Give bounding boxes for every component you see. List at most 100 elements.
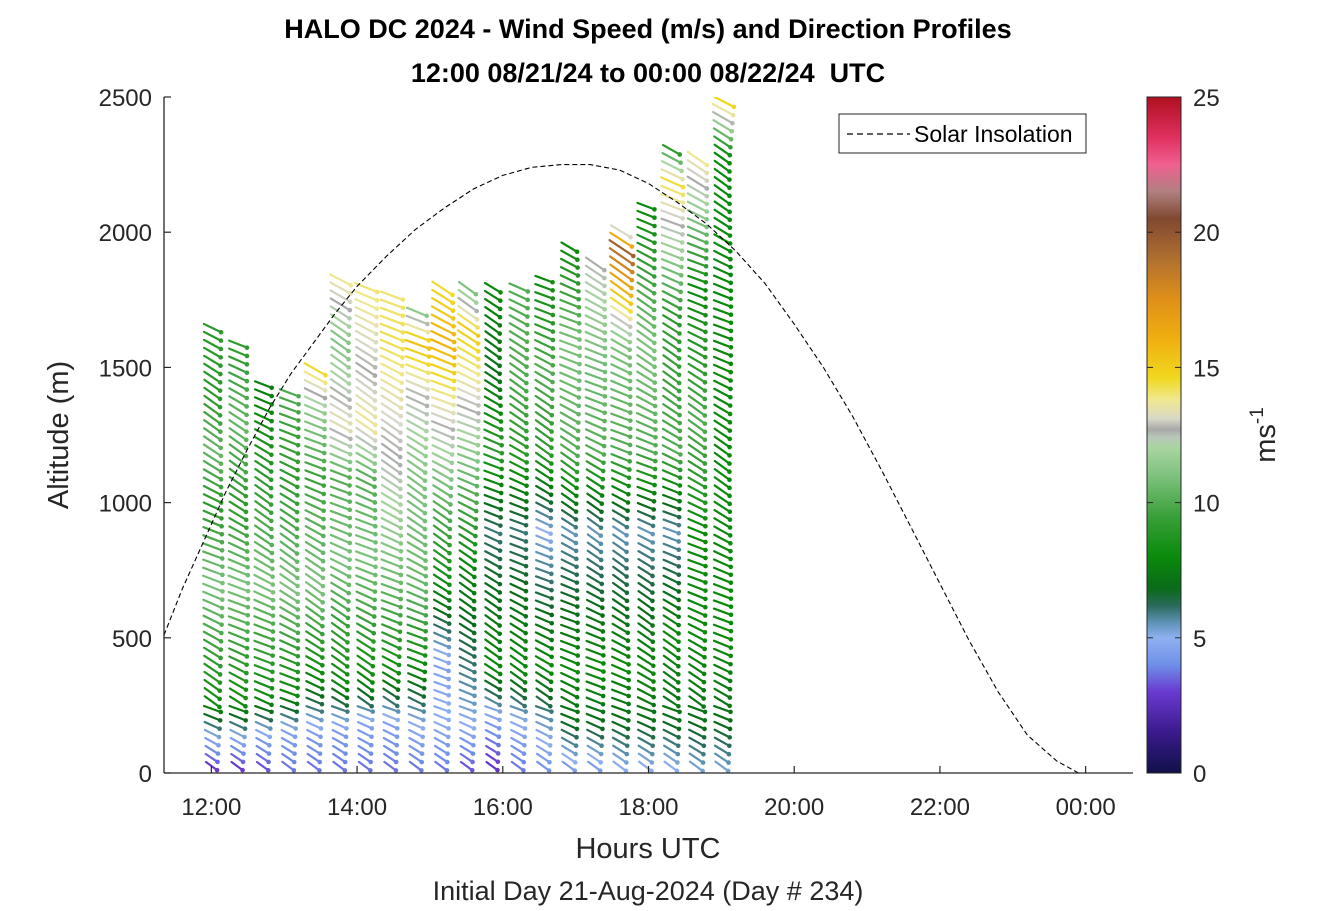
wind-barb [329, 419, 352, 433]
wind-barb-head [624, 606, 630, 612]
wind-barb-head [244, 412, 249, 418]
wind-barb-head [525, 297, 531, 303]
wind-barb [661, 469, 682, 479]
wind-barb-head [242, 734, 247, 740]
wind-barb [585, 648, 605, 657]
wind-barb-head [498, 298, 503, 303]
wind-barb-head [549, 596, 554, 601]
wind-barb [612, 565, 628, 578]
wind-barb-head [321, 466, 327, 472]
wind-barb-head [372, 445, 378, 451]
wind-barb-head [372, 589, 378, 594]
wind-barb [509, 534, 528, 543]
wind-barb-head [446, 652, 452, 658]
wind-barb-head [727, 686, 733, 692]
wind-barb-head [452, 355, 457, 360]
wind-barb-head [497, 314, 503, 320]
wind-barb [330, 654, 349, 668]
wind-barb-head [574, 556, 579, 562]
x-tick-label: 18:00 [618, 794, 678, 821]
wind-barb [534, 354, 554, 367]
wind-barb [609, 288, 632, 305]
wind-barb-head [676, 372, 682, 378]
wind-barb-head [523, 597, 529, 602]
wind-barb [458, 541, 477, 554]
wind-barb [456, 379, 480, 392]
wind-barb-head [728, 386, 733, 392]
wind-barb-head [728, 612, 734, 618]
wind-barb-head [372, 500, 378, 505]
wind-barb [228, 379, 248, 391]
wind-barb-head [702, 500, 708, 506]
wind-barb-head [627, 332, 633, 337]
wind-barb [687, 346, 707, 359]
wind-barb-head [472, 541, 478, 547]
wind-barb [509, 606, 527, 618]
wind-barb [433, 623, 451, 633]
wind-barb [484, 526, 502, 536]
wind-barb [636, 354, 656, 368]
wind-barb-head [701, 743, 707, 749]
wind-barb [713, 736, 731, 747]
wind-barb [380, 550, 403, 561]
wind-barb-head [626, 483, 632, 489]
wind-barb [405, 411, 428, 424]
wind-barb [560, 720, 579, 731]
wind-barb-head [244, 370, 250, 376]
wind-barb-head [652, 265, 657, 271]
wind-barb-head [653, 450, 658, 456]
wind-barb [483, 428, 503, 439]
wind-barb-head [549, 571, 554, 577]
wind-barb [278, 436, 300, 447]
wind-barb-head [680, 232, 685, 237]
wind-barb [356, 679, 374, 692]
wind-barb-head [702, 492, 708, 498]
wind-barb [430, 387, 455, 399]
wind-barb [635, 403, 657, 415]
wind-barb [279, 508, 299, 522]
wind-barb-head [218, 453, 224, 459]
wind-barb [202, 606, 223, 618]
wind-barb-head [243, 437, 249, 443]
wind-barb [227, 558, 249, 569]
wind-barb-head [575, 653, 581, 658]
wind-barb-head [650, 631, 655, 636]
wind-barb-head [680, 208, 686, 213]
wind-barb-head [653, 435, 658, 440]
wind-barb-head [602, 402, 608, 407]
wind-barb-head [344, 672, 350, 677]
wind-barb-head [525, 289, 531, 294]
wind-barb-head [651, 687, 656, 692]
wind-barb-head [268, 502, 274, 507]
wind-barb-head [345, 607, 351, 613]
wind-barb [484, 705, 502, 713]
wind-barb-head [702, 445, 708, 451]
wind-barb-head [268, 469, 274, 474]
wind-barb-head [425, 329, 431, 335]
wind-barb [637, 630, 654, 643]
wind-barb [227, 615, 249, 625]
wind-barb [662, 720, 681, 731]
wind-barb [534, 443, 553, 457]
wind-barb-head [524, 483, 529, 489]
wind-barb [560, 459, 579, 474]
wind-barb-head [243, 485, 249, 491]
wind-barb [278, 388, 300, 398]
wind-barb [430, 346, 456, 359]
wind-barb [687, 583, 707, 592]
wind-barb-head [628, 316, 633, 322]
wind-barb-head [243, 687, 249, 693]
wind-barb-head [268, 510, 274, 516]
wind-barb-head [652, 466, 658, 472]
wind-barb-head [322, 411, 327, 416]
wind-barb [407, 705, 425, 713]
wind-barb-head [728, 249, 733, 254]
wind-barb [637, 581, 654, 594]
wind-barb-head [701, 688, 707, 693]
wind-barb-head [419, 768, 424, 773]
wind-barb-head [626, 654, 631, 659]
wind-barb [713, 192, 731, 205]
wind-barb [279, 705, 298, 713]
wind-barb-head [599, 573, 604, 579]
wind-barb [202, 542, 224, 552]
